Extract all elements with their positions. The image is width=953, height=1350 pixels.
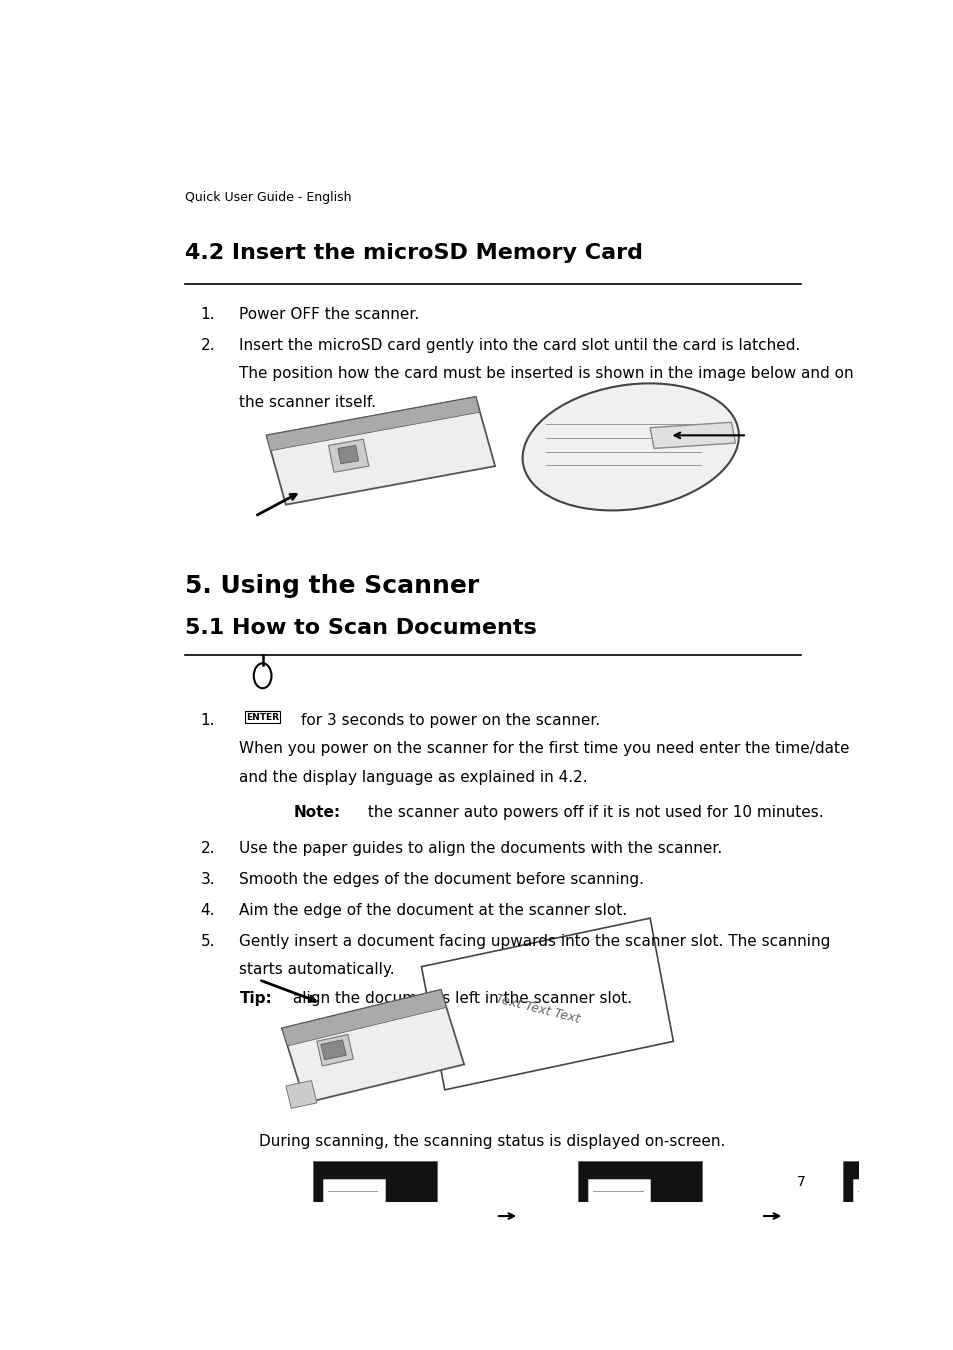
Text: and the display language as explained in 4.2.: and the display language as explained in… <box>239 769 587 784</box>
Text: Gently insert a document facing upwards into the scanner slot. The scanning: Gently insert a document facing upwards … <box>239 934 830 949</box>
Polygon shape <box>316 1034 353 1066</box>
Text: 5. Using the Scanner: 5. Using the Scanner <box>185 574 478 598</box>
Polygon shape <box>320 1040 346 1060</box>
Text: the scanner itself.: the scanner itself. <box>239 394 376 409</box>
Text: Text Text Text: Text Text Text <box>494 992 580 1026</box>
Text: 5.1 How to Scan Documents: 5.1 How to Scan Documents <box>185 618 537 637</box>
Bar <box>652 1220 692 1228</box>
Polygon shape <box>328 439 369 472</box>
Text: Power OFF the scanner.: Power OFF the scanner. <box>239 306 419 321</box>
Text: Scanning...: Scanning... <box>879 1250 929 1260</box>
Text: 4.2 Insert the microSD Memory Card: 4.2 Insert the microSD Memory Card <box>185 243 642 263</box>
Polygon shape <box>266 397 479 451</box>
Polygon shape <box>421 918 673 1089</box>
Text: Note:: Note: <box>294 805 340 819</box>
Ellipse shape <box>522 383 739 510</box>
Bar <box>387 1203 427 1228</box>
Polygon shape <box>282 990 446 1046</box>
Text: During scanning, the scanning status is displayed on-screen.: During scanning, the scanning status is … <box>258 1134 724 1149</box>
Text: 3.: 3. <box>200 872 215 887</box>
Bar <box>652 1203 692 1228</box>
Text: 4.: 4. <box>200 903 214 918</box>
Bar <box>313 1161 436 1270</box>
Polygon shape <box>266 397 495 505</box>
Text: align the documents left in the scanner slot.: align the documents left in the scanner … <box>288 991 632 1006</box>
Text: Scanning.: Scanning. <box>353 1250 397 1260</box>
Text: ENTER: ENTER <box>246 713 279 721</box>
Text: Scanning..: Scanning.. <box>616 1250 663 1260</box>
Bar <box>917 1220 953 1228</box>
Text: Aim the edge of the document at the scanner slot.: Aim the edge of the document at the scan… <box>239 903 627 918</box>
Text: for 3 seconds to power on the scanner.: for 3 seconds to power on the scanner. <box>301 713 600 728</box>
Polygon shape <box>649 423 735 448</box>
Text: Insert the microSD card gently into the card slot until the card is latched.: Insert the microSD card gently into the … <box>239 338 800 352</box>
Text: 7: 7 <box>796 1174 804 1188</box>
Bar <box>852 1179 914 1257</box>
Text: 1.: 1. <box>200 306 214 321</box>
Text: starts automatically.: starts automatically. <box>239 963 395 977</box>
Text: Quick User Guide - English: Quick User Guide - English <box>185 192 352 204</box>
Bar <box>322 1179 384 1257</box>
Polygon shape <box>337 446 358 464</box>
Bar <box>587 1179 649 1257</box>
Text: Tip:: Tip: <box>239 991 272 1006</box>
Text: the scanner auto powers off if it is not used for 10 minutes.: the scanner auto powers off if it is not… <box>363 805 823 819</box>
Text: Smooth the edges of the document before scanning.: Smooth the edges of the document before … <box>239 872 643 887</box>
Polygon shape <box>286 1080 316 1108</box>
Bar <box>842 1161 953 1270</box>
Text: 2.: 2. <box>200 841 214 856</box>
Text: 1.: 1. <box>200 713 214 728</box>
Text: When you power on the scanner for the first time you need enter the time/date: When you power on the scanner for the fi… <box>239 741 849 756</box>
Bar <box>387 1220 427 1228</box>
Text: 5.: 5. <box>200 934 214 949</box>
Polygon shape <box>282 990 464 1103</box>
Bar <box>917 1203 953 1228</box>
Text: 2.: 2. <box>200 338 214 352</box>
Text: Use the paper guides to align the documents with the scanner.: Use the paper guides to align the docume… <box>239 841 721 856</box>
Text: The position how the card must be inserted is shown in the image below and on: The position how the card must be insert… <box>239 366 853 381</box>
Bar <box>578 1161 701 1270</box>
